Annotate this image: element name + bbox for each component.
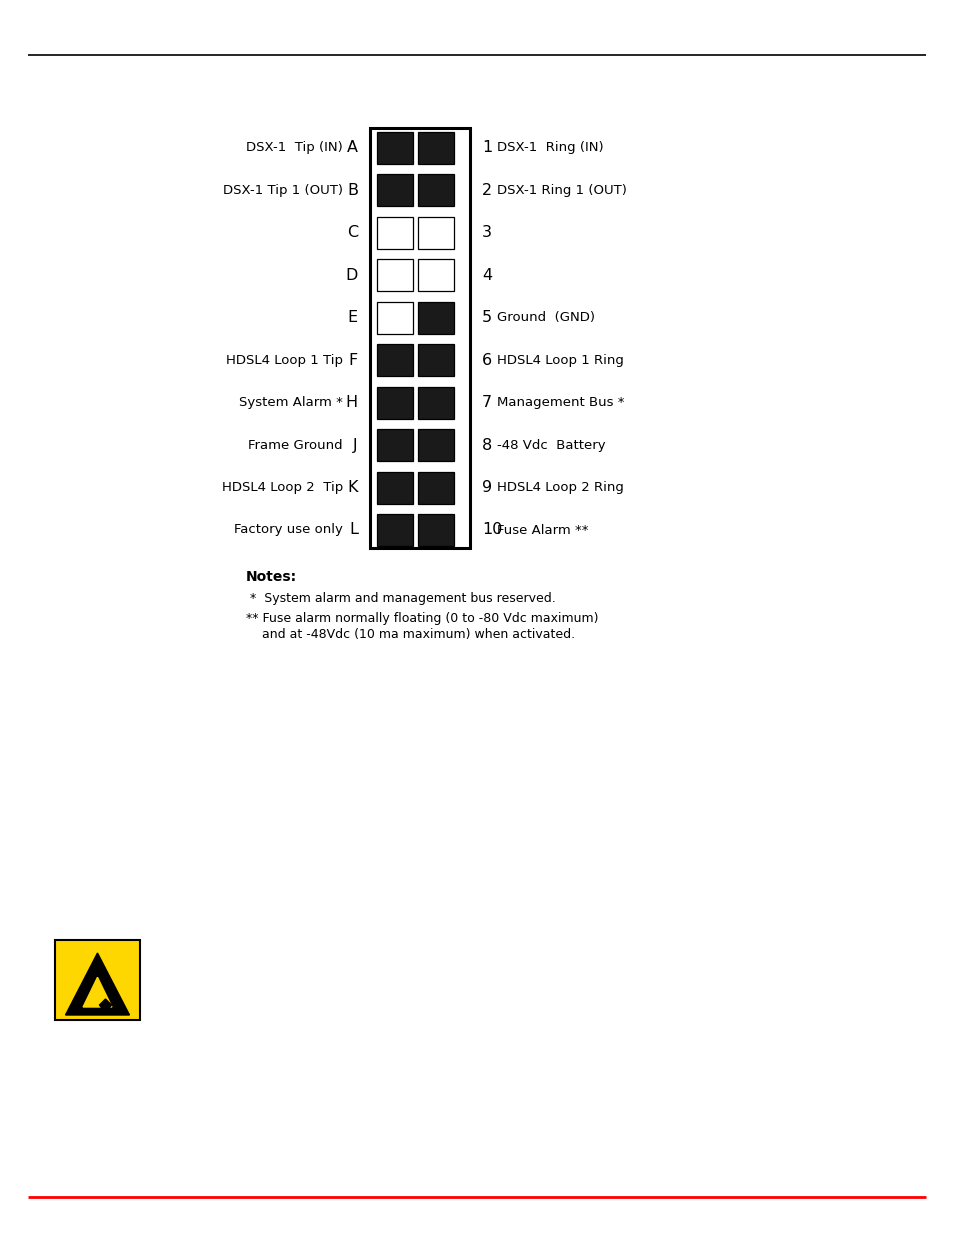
Bar <box>417 132 454 164</box>
Bar <box>376 301 413 333</box>
Polygon shape <box>99 999 112 1013</box>
Bar <box>417 174 454 206</box>
Text: E: E <box>348 310 357 325</box>
Bar <box>376 345 413 377</box>
Bar <box>417 472 454 504</box>
Text: L: L <box>349 522 357 537</box>
Text: 2: 2 <box>481 183 492 198</box>
Text: DSX-1 Tip 1 (OUT): DSX-1 Tip 1 (OUT) <box>223 184 343 196</box>
Bar <box>376 132 413 164</box>
Text: D: D <box>345 268 357 283</box>
Bar <box>376 259 413 291</box>
Text: 7: 7 <box>481 395 492 410</box>
Bar <box>417 345 454 377</box>
Text: DSX-1  Tip (IN): DSX-1 Tip (IN) <box>246 142 343 154</box>
Text: -48 Vdc  Battery: -48 Vdc Battery <box>497 438 605 452</box>
Polygon shape <box>83 977 112 1007</box>
Text: HDSL4 Loop 2  Tip: HDSL4 Loop 2 Tip <box>221 482 343 494</box>
Bar <box>417 514 454 546</box>
Text: Ground  (GND): Ground (GND) <box>497 311 595 325</box>
Bar <box>417 259 454 291</box>
Text: Management Bus *: Management Bus * <box>497 396 624 409</box>
Text: K: K <box>347 480 357 495</box>
Text: 8: 8 <box>481 437 492 452</box>
Bar <box>376 387 413 419</box>
Text: C: C <box>347 226 357 241</box>
Text: HDSL4 Loop 1 Tip: HDSL4 Loop 1 Tip <box>226 353 343 367</box>
Bar <box>417 301 454 333</box>
Bar <box>376 174 413 206</box>
Text: 5: 5 <box>481 310 492 325</box>
Text: HDSL4 Loop 1 Ring: HDSL4 Loop 1 Ring <box>497 353 623 367</box>
Text: *  System alarm and management bus reserved.: * System alarm and management bus reserv… <box>246 592 556 605</box>
Bar <box>376 217 413 249</box>
Bar <box>376 429 413 461</box>
Text: F: F <box>349 353 357 368</box>
Bar <box>417 217 454 249</box>
Text: 4: 4 <box>481 268 492 283</box>
Text: J: J <box>353 437 357 452</box>
Bar <box>376 514 413 546</box>
Text: 6: 6 <box>481 353 492 368</box>
Bar <box>55 940 140 1020</box>
Text: Frame Ground: Frame Ground <box>248 438 343 452</box>
Text: DSX-1 Ring 1 (OUT): DSX-1 Ring 1 (OUT) <box>497 184 626 196</box>
Bar <box>417 387 454 419</box>
Text: 3: 3 <box>481 226 492 241</box>
Text: System Alarm *: System Alarm * <box>239 396 343 409</box>
Text: DSX-1  Ring (IN): DSX-1 Ring (IN) <box>497 142 603 154</box>
Text: H: H <box>346 395 357 410</box>
Text: HDSL4 Loop 2 Ring: HDSL4 Loop 2 Ring <box>497 482 623 494</box>
Text: B: B <box>347 183 357 198</box>
Text: Notes:: Notes: <box>246 571 296 584</box>
Bar <box>370 128 470 548</box>
Text: and at -48Vdc (10 ma maximum) when activated.: and at -48Vdc (10 ma maximum) when activ… <box>246 629 575 641</box>
Bar <box>417 429 454 461</box>
Bar <box>376 472 413 504</box>
Text: ** Fuse alarm normally floating (0 to -80 Vdc maximum): ** Fuse alarm normally floating (0 to -8… <box>246 613 598 625</box>
Text: 1: 1 <box>481 141 492 156</box>
Text: 10: 10 <box>481 522 502 537</box>
Text: 9: 9 <box>481 480 492 495</box>
Text: A: A <box>347 141 357 156</box>
Text: Factory use only: Factory use only <box>233 524 343 536</box>
Text: Fuse Alarm **: Fuse Alarm ** <box>497 524 588 536</box>
Polygon shape <box>66 953 130 1015</box>
